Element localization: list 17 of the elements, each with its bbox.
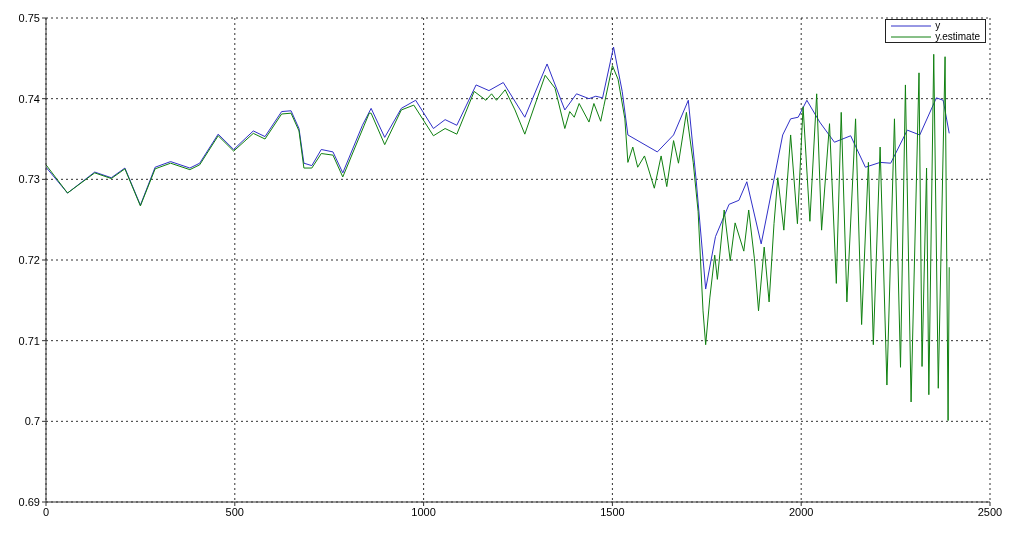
y-tick-label: 0.72 xyxy=(18,253,40,266)
x-tick-label: 2000 xyxy=(788,505,814,518)
y-tick-label: 0.75 xyxy=(18,11,40,24)
x-tick-label: 2500 xyxy=(977,505,1003,518)
legend-label: y.estimate xyxy=(935,31,980,42)
x-tick-label: 0 xyxy=(42,505,50,518)
line-series xyxy=(46,53,950,422)
y-tick-label: 0.74 xyxy=(18,92,40,105)
y-tick-label: 0.7 xyxy=(24,415,40,428)
x-tick-label: 500 xyxy=(225,505,244,518)
y-tick-label: 0.71 xyxy=(18,334,40,347)
legend-label: y xyxy=(935,20,941,31)
y-tick-label: 0.73 xyxy=(18,173,40,186)
x-tick-label: 1500 xyxy=(600,505,625,518)
x-tick-label: 1000 xyxy=(411,505,436,518)
line-series xyxy=(46,46,950,290)
y-tick-label: 0.69 xyxy=(18,495,40,508)
